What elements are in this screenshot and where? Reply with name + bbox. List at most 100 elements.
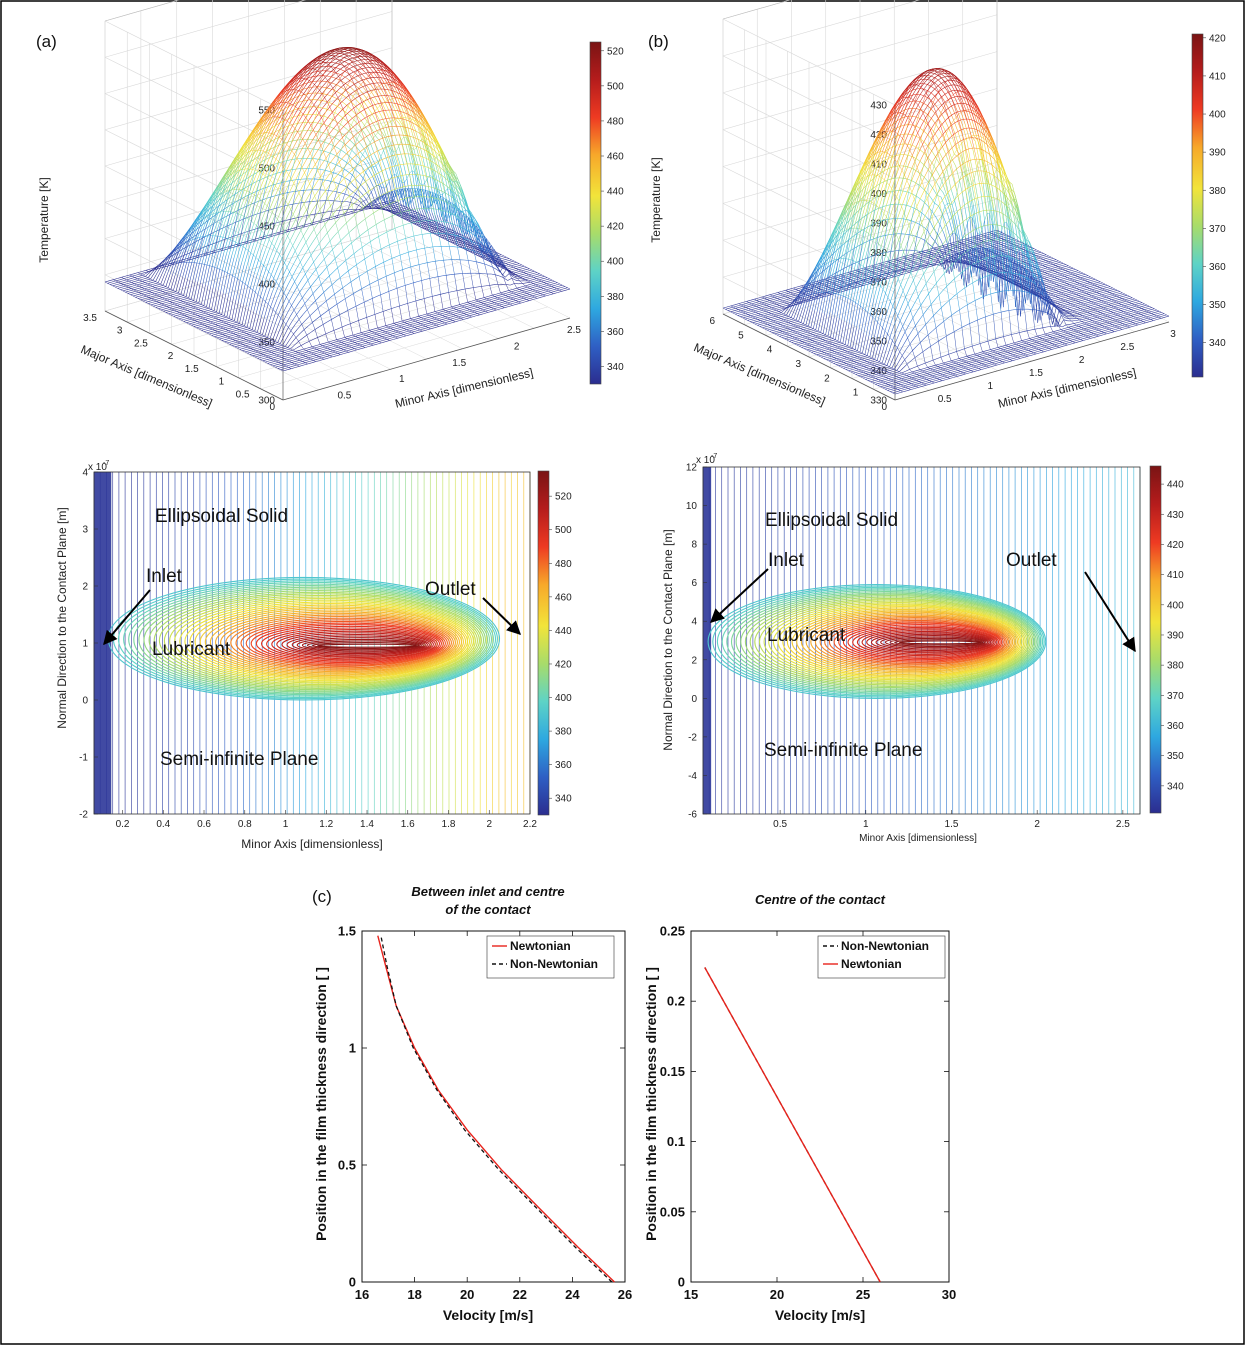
surface-mesh-segment xyxy=(115,279,120,282)
surface-mesh-segment xyxy=(140,288,145,291)
surface-mesh-segment xyxy=(191,255,196,258)
z-tick-label: 350 xyxy=(258,338,275,349)
surface-mesh-segment xyxy=(190,222,195,230)
surface-mesh-segment xyxy=(330,152,335,156)
surface-mesh-segment xyxy=(375,206,381,210)
surface-mesh-segment xyxy=(129,283,135,286)
surface-mesh-segment xyxy=(139,294,144,297)
surface-mesh-segment xyxy=(176,252,181,263)
surface-mesh-segment xyxy=(226,179,231,184)
surface-mesh-segment xyxy=(138,297,143,299)
surface-mesh-segment xyxy=(127,282,132,284)
grid-line xyxy=(356,239,535,329)
surface-mesh-segment xyxy=(286,219,291,221)
surface-mesh-segment xyxy=(174,243,179,251)
surface-mesh-segment xyxy=(134,292,139,294)
surface-mesh-segment xyxy=(138,281,143,283)
surface-mesh-segment xyxy=(286,159,291,161)
surface-mesh-segment xyxy=(186,244,191,248)
surface-mesh-segment xyxy=(282,119,288,122)
surface-mesh-segment xyxy=(292,203,298,205)
grid-line xyxy=(104,228,393,312)
panel-label-b: (b) xyxy=(648,32,669,51)
surface-mesh-segment xyxy=(206,212,211,217)
surface-mesh-segment xyxy=(344,193,349,196)
surface-mesh-segment xyxy=(259,138,265,143)
surface-mesh-segment xyxy=(381,195,387,206)
surface-mesh-segment xyxy=(393,206,399,208)
surface-mesh-segment xyxy=(285,180,290,182)
surface-mesh-segment xyxy=(358,172,364,179)
surface-mesh-segment xyxy=(292,123,298,125)
surface-mesh-segment xyxy=(145,284,150,287)
surface-mesh-segment xyxy=(115,285,120,288)
grid-line xyxy=(104,0,307,58)
surface-mesh-segment xyxy=(245,230,250,233)
surface-mesh-segment xyxy=(156,283,161,286)
surface-mesh-segment xyxy=(155,273,160,282)
surface-mesh-segment xyxy=(401,215,407,221)
surface-mesh-segment xyxy=(128,279,134,282)
surface-mesh-segment xyxy=(138,274,143,277)
surface-mesh-segment xyxy=(207,251,212,253)
surface-mesh-segment xyxy=(205,225,210,230)
surface-mesh-segment xyxy=(172,262,177,276)
surface-mesh-segment xyxy=(318,179,323,181)
surface-mesh-segment xyxy=(210,231,216,234)
surface-mesh-segment xyxy=(319,212,324,214)
surface-mesh-segment xyxy=(305,201,310,203)
x-tick-label: 0.5 xyxy=(337,391,351,402)
surface-mesh-segment xyxy=(116,283,121,285)
surface-mesh-segment xyxy=(195,226,200,231)
surface-mesh-segment xyxy=(317,122,322,125)
surface-mesh-segment xyxy=(226,196,232,201)
surface-mesh-segment xyxy=(312,223,317,225)
surface-mesh-segment xyxy=(276,172,281,174)
surface-mesh-segment xyxy=(315,114,321,116)
surface-mesh-segment xyxy=(288,203,294,206)
surface-mesh-segment xyxy=(332,217,338,220)
surface-mesh-segment xyxy=(165,274,171,287)
surface-mesh-segment xyxy=(276,206,281,209)
surface-mesh-segment xyxy=(234,171,239,176)
surface-mesh-segment xyxy=(142,295,147,298)
surface-mesh-segment xyxy=(375,203,380,205)
surface-mesh-segment xyxy=(204,245,209,248)
surface-mesh-segment xyxy=(150,293,155,296)
surface-mesh-segment xyxy=(267,148,272,152)
surface-mesh-segment xyxy=(406,218,411,221)
surface-mesh-segment xyxy=(251,181,256,185)
surface-mesh-segment xyxy=(186,229,191,238)
surface-mesh-segment xyxy=(277,135,283,138)
surface-mesh-segment xyxy=(209,252,215,255)
surface-mesh-segment xyxy=(285,229,290,231)
surface-mesh-segment xyxy=(109,279,114,282)
y-tick-label: 1.5 xyxy=(185,364,199,375)
surface-mesh-segment xyxy=(293,179,299,181)
surface-mesh-segment xyxy=(170,250,175,258)
surface-mesh-segment xyxy=(146,278,151,281)
surface-mesh-segment xyxy=(309,222,315,224)
surface-mesh-segment xyxy=(356,209,361,211)
surface-mesh-segment xyxy=(225,214,231,217)
surface-mesh-segment xyxy=(133,278,138,281)
surface-mesh-segment xyxy=(336,147,342,151)
y-tick-label: 3.5 xyxy=(83,313,97,324)
surface-mesh-segment xyxy=(144,287,149,290)
surface-mesh-segment xyxy=(175,246,180,255)
surface-mesh-segment xyxy=(346,201,351,203)
surface-mesh-segment xyxy=(181,236,187,246)
surface-mesh-segment xyxy=(315,158,320,160)
surface-mesh-segment xyxy=(358,149,363,155)
surface-mesh-segment xyxy=(143,283,148,286)
surface-mesh-segment xyxy=(133,288,138,291)
surface-mesh-segment xyxy=(163,262,168,265)
surface-mesh-segment xyxy=(164,263,170,274)
surface-mesh-segment xyxy=(352,197,358,200)
surface-mesh-segment xyxy=(126,278,131,281)
surface-mesh-segment xyxy=(169,262,175,275)
surface-mesh-segment xyxy=(146,288,151,291)
surface-mesh-segment xyxy=(265,224,271,227)
surface-mesh-segment xyxy=(389,207,395,209)
y-tick-label: 2 xyxy=(168,351,174,362)
